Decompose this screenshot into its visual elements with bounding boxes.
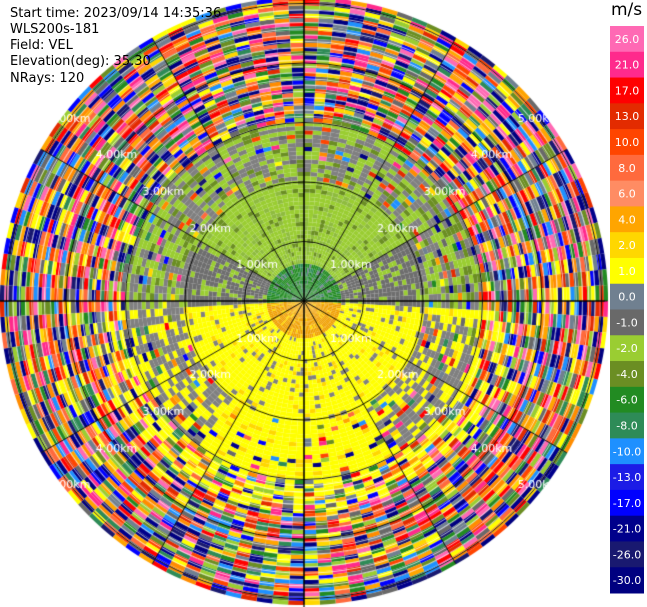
- colorbar-swatch: [610, 283, 644, 310]
- colorbar-tick-label: 8.0: [618, 162, 636, 175]
- colorbar-swatch: [610, 206, 644, 233]
- colorbar-swatch: [610, 257, 644, 285]
- colorbar-tick-label: 4.0: [618, 213, 636, 226]
- colorbar-tick-label: 17.0: [615, 84, 640, 97]
- elevation-label: Elevation(deg): 35.30: [10, 54, 151, 69]
- colorbar-tick-label: 2.0: [618, 239, 636, 252]
- colorbar-tick-label: -17.0: [613, 497, 641, 510]
- colorbar-swatch: [610, 464, 644, 491]
- colorbar-swatch: [610, 361, 644, 388]
- colorbar-tick-label: -4.0: [616, 368, 637, 381]
- colorbar-tick-label: -2.0: [616, 342, 637, 355]
- colorbar-swatch: [610, 51, 644, 79]
- colorbar-swatch: [610, 154, 644, 182]
- colorbar-swatch: [610, 180, 644, 207]
- colorbar-tick-label: 0.0: [618, 291, 636, 304]
- colorbar-swatch: [610, 438, 644, 465]
- start-time-label: Start time: 2023/09/14 14:35:36: [10, 6, 222, 21]
- colorbar-tick-label: 10.0: [615, 136, 640, 149]
- colorbar-swatch: [610, 386, 644, 414]
- field-label: Field: VEL: [10, 38, 73, 53]
- colorbar-tick-label: -13.0: [613, 471, 641, 484]
- colorbar-swatch: [610, 567, 644, 594]
- colorbar-swatch: [610, 309, 644, 336]
- colorbar-swatch: [610, 412, 644, 439]
- colorbar-swatch: [610, 26, 644, 53]
- colorbar-tick-label: -30.0: [613, 574, 641, 587]
- colorbar-swatch: [610, 541, 644, 568]
- colorbar-swatch: [610, 489, 644, 517]
- colorbar-swatch: [610, 129, 644, 156]
- instrument-label: WLS200s-181: [10, 22, 100, 37]
- colorbar-unit: m/s: [611, 0, 643, 20]
- colorbar-tick-label: 26.0: [615, 33, 640, 46]
- colorbar-tick-label: -21.0: [613, 523, 641, 536]
- colorbar-swatch: [610, 103, 644, 130]
- colorbar-swatch: [610, 335, 644, 362]
- colorbar-tick-label: 1.0: [618, 265, 636, 278]
- colorbar: 26.0 21.0 17.0 13.0 10.0 8.0 6.0 4.0 2.0 1.0 0.0 -1…: [610, 26, 644, 594]
- colorbar-swatch: [610, 515, 644, 542]
- nrays-label: NRays: 120: [10, 71, 85, 86]
- colorbar-tick-label: -8.0: [616, 419, 637, 432]
- colorbar-tick-label: -6.0: [616, 394, 637, 407]
- colorbar-tick-label: -10.0: [613, 445, 641, 458]
- colorbar-swatch: [610, 232, 644, 259]
- colorbar-tick-label: 21.0: [615, 59, 640, 72]
- colorbar-tick-label: -26.0: [613, 548, 641, 561]
- colorbar-tick-label: 13.0: [615, 110, 640, 123]
- colorbar-tick-label: -1.0: [616, 316, 637, 329]
- colorbar-swatch: [610, 77, 644, 104]
- colorbar-tick-label: 6.0: [618, 188, 636, 201]
